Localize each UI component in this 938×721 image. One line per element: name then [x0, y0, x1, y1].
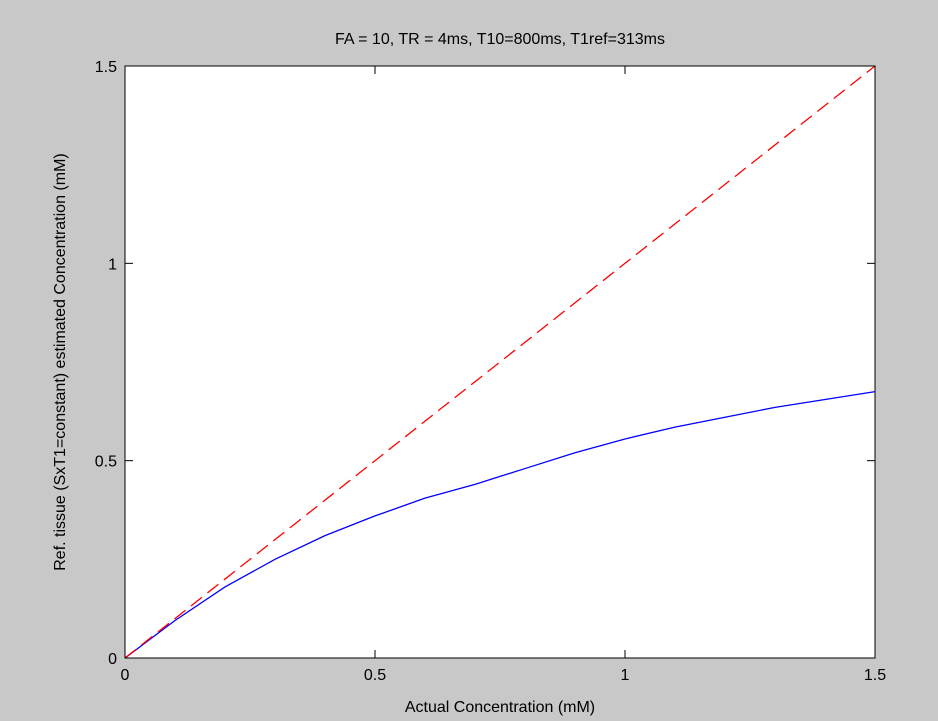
series-layer: [124, 65, 876, 659]
x-tick-label-1: 0.5: [364, 667, 386, 684]
y-tick-label-0: 0: [108, 651, 117, 668]
chart-title: FA = 10, TR = 4ms, T10=800ms, T1ref=313m…: [335, 31, 665, 48]
y-tick-label-3: 1.5: [95, 59, 117, 76]
x-axis-label: Actual Concentration (mM): [405, 699, 595, 716]
x-tick-label-2: 1: [621, 667, 630, 684]
y-tick-label-2: 1: [108, 256, 117, 273]
axes-area: [124, 65, 876, 659]
x-tick-label-0: 0: [121, 667, 130, 684]
series-line-0: [124, 390, 876, 659]
x-tick-label-3: 1.5: [864, 667, 886, 684]
y-axis-label: Ref. tissue (SxT1=constant) estimated Co…: [52, 153, 69, 571]
series-line-1: [124, 65, 876, 659]
ticks-layer: 0 0.5 1 1.5 0 0.5 1 1.5: [95, 59, 886, 684]
y-tick-label-1: 0.5: [95, 454, 117, 471]
